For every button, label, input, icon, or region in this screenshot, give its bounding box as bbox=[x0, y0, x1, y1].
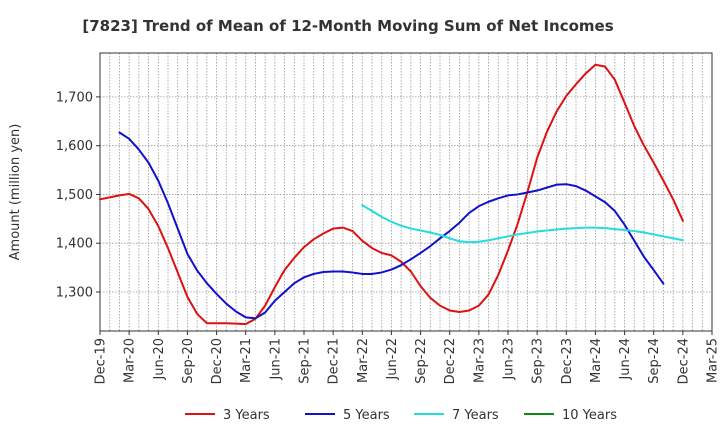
x-tick-label: Dec-23 bbox=[560, 338, 575, 384]
x-tick-label: Mar-23 bbox=[472, 338, 487, 383]
x-tick-label: Mar-24 bbox=[589, 338, 604, 383]
legend-label-7-years: 7 Years bbox=[452, 408, 499, 423]
x-tick-label: Jun-23 bbox=[502, 338, 517, 381]
x-tick-label: Sep-21 bbox=[298, 338, 313, 384]
plot-area: 1,300 1,400 1,500 1,600 1,700 Dec-19 Mar-20 Jun… bbox=[56, 53, 720, 384]
x-tick-label: Mar-21 bbox=[239, 338, 254, 383]
x-tick-label: Dec-24 bbox=[676, 338, 691, 384]
x-tick-label: Dec-19 bbox=[94, 338, 109, 384]
legend-label-3-years: 3 Years bbox=[223, 408, 270, 423]
x-tick-label: Sep-22 bbox=[414, 338, 429, 384]
x-tick-label: Jun-21 bbox=[268, 338, 283, 381]
x-tick-label: Jun-22 bbox=[385, 338, 400, 381]
y-tick-label: 1,500 bbox=[56, 188, 93, 203]
y-axis-label: Amount (million yen) bbox=[8, 124, 23, 261]
x-tick-label: Sep-20 bbox=[181, 338, 196, 384]
y-tick-label: 1,700 bbox=[56, 90, 93, 105]
y-tick-label: 1,300 bbox=[56, 285, 93, 300]
legend: 3 Years 5 Years 7 Years 10 Years bbox=[185, 408, 617, 423]
x-tick-label: Dec-20 bbox=[210, 338, 225, 384]
y-tick-label: 1,400 bbox=[56, 237, 93, 252]
x-tick-label: Sep-24 bbox=[647, 338, 662, 384]
x-tick-label: Jun-24 bbox=[618, 338, 633, 381]
chart-title: [7823] Trend of Mean of 12-Month Moving … bbox=[82, 17, 613, 35]
x-tick-label: Mar-25 bbox=[706, 338, 720, 383]
x-tick-label: Dec-22 bbox=[443, 338, 458, 384]
x-tick-label: Mar-22 bbox=[356, 338, 371, 383]
x-tick-label: Sep-23 bbox=[531, 338, 546, 384]
legend-label-5-years: 5 Years bbox=[343, 408, 390, 423]
y-tick-label: 1,600 bbox=[56, 139, 93, 154]
x-tick-label: Mar-20 bbox=[123, 338, 138, 383]
x-tick-label: Jun-20 bbox=[152, 338, 167, 381]
x-tick-label: Dec-21 bbox=[327, 338, 342, 384]
legend-label-10-years: 10 Years bbox=[562, 408, 617, 423]
